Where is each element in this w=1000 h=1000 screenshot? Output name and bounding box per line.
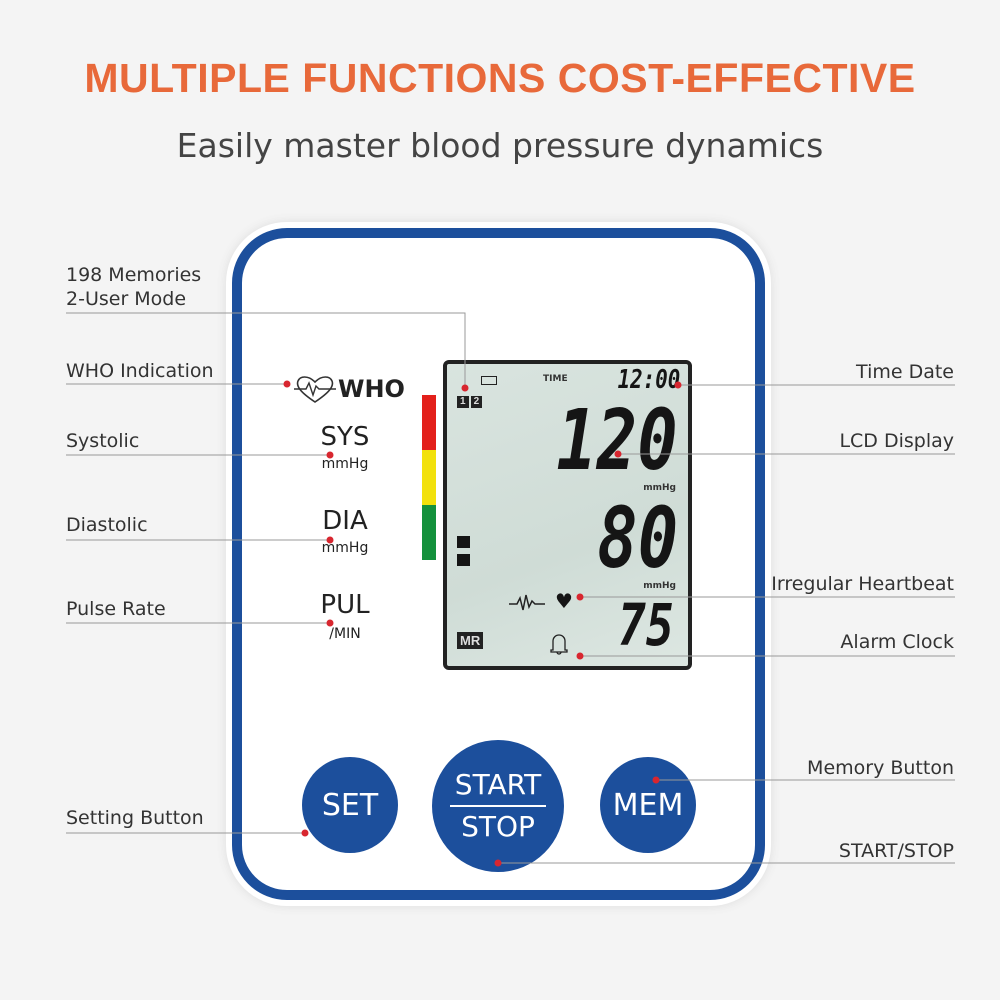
who-label: WHO — [338, 375, 405, 403]
label-memories: 198 Memories — [66, 264, 202, 286]
start-stop-button[interactable]: START STOP — [432, 740, 564, 872]
label-setting-button: Setting Button — [66, 807, 204, 829]
label-irregular-heartbeat: Irregular Heartbeat — [771, 573, 954, 595]
label-memory-button: Memory Button — [807, 757, 954, 779]
battery-icon — [481, 376, 497, 385]
user-icons: 1 2 — [457, 396, 483, 408]
bell-icon — [550, 634, 568, 655]
diastolic-unit: mmHg — [643, 581, 676, 591]
mem-button[interactable]: MEM — [600, 757, 696, 853]
label-time-date: Time Date — [856, 361, 954, 383]
who-indicator: WHO — [292, 374, 405, 404]
divider — [450, 805, 546, 807]
sys-label: SYS — [320, 422, 370, 452]
time-value: 12:00 — [617, 365, 680, 395]
label-alarm-clock: Alarm Clock — [840, 631, 954, 653]
user-1-icon: 1 — [457, 396, 469, 408]
diastolic-value: 80 — [597, 489, 678, 587]
heart-icon: ♥ — [555, 589, 573, 613]
user-2-icon: 2 — [470, 396, 483, 408]
label-who: WHO Indication — [66, 360, 214, 382]
label-lcd-display: LCD Display — [839, 430, 954, 452]
dia-label: DIA — [322, 506, 368, 536]
label-systolic: Systolic — [66, 430, 140, 452]
subheadline: Easily master blood pressure dynamics — [176, 126, 824, 165]
time-label: TIME — [543, 374, 568, 384]
mr-indicator: MR — [457, 632, 484, 649]
systolic-value: 120 — [556, 391, 678, 489]
systolic-unit: mmHg — [643, 483, 676, 493]
pulse-wave-icon — [509, 594, 545, 611]
label-start-stop: START/STOP — [838, 840, 954, 862]
label-pulse: Pulse Rate — [66, 598, 166, 620]
heart-pulse-icon — [294, 376, 336, 403]
start-label: START — [454, 768, 542, 801]
headline: MULTIPLE FUNCTIONS COST-EFFECTIVE — [84, 55, 916, 101]
lcd-display: TIME 12:00 1 2 120 mmHg 80 mmHg ♥ 75 MR — [443, 360, 692, 670]
stop-label: STOP — [461, 810, 535, 843]
pulse-value: 75 — [618, 591, 674, 659]
level-segment — [457, 536, 470, 548]
level-segment — [457, 554, 470, 566]
dia-unit: mmHg — [321, 540, 369, 556]
sys-unit: mmHg — [321, 456, 369, 472]
who-bar-green — [422, 505, 436, 560]
who-bar-red — [422, 395, 436, 450]
who-bar-yellow — [422, 450, 436, 505]
label-user-mode: 2-User Mode — [66, 288, 187, 310]
set-button[interactable]: SET — [302, 757, 398, 853]
pul-unit: /MIN — [329, 626, 361, 642]
label-diastolic: Diastolic — [66, 514, 148, 536]
pul-label: PUL — [320, 590, 370, 620]
